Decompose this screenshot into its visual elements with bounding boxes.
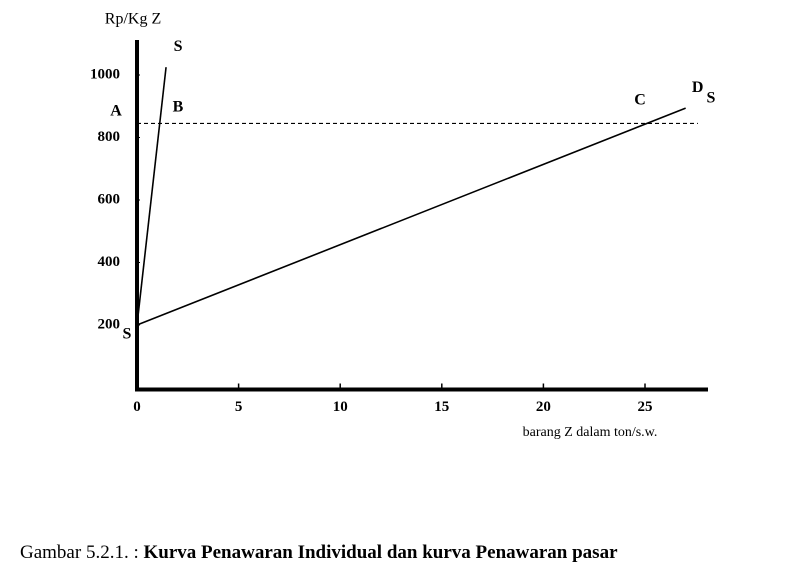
y-axis-title: Rp/Kg Z xyxy=(105,11,161,28)
series-line xyxy=(136,67,167,326)
x-tick-label: 5 xyxy=(235,399,243,415)
x-axis-title: barang Z dalam ton/s.w. xyxy=(523,425,658,440)
x-tick-label: 0 xyxy=(133,399,141,415)
annotation: S xyxy=(707,90,716,107)
x-tick-label: 15 xyxy=(434,399,449,415)
annotation: C xyxy=(634,92,646,109)
y-tick-label: 200 xyxy=(98,316,121,332)
caption: Gambar 5.2.1. : Kurva Penawaran Individu… xyxy=(20,542,618,563)
annotation: A xyxy=(110,103,122,120)
series-label: D xyxy=(692,79,704,96)
caption-prefix: Gambar 5.2.1. : xyxy=(20,542,139,563)
y-tick-label: 1000 xyxy=(90,66,120,82)
series-label: S xyxy=(174,38,183,55)
x-tick-label: 25 xyxy=(638,399,653,415)
y-tick-label: 400 xyxy=(98,254,121,270)
x-tick-label: 10 xyxy=(333,399,348,415)
caption-title: Kurva Penawaran Individual dan kurva Pen… xyxy=(143,542,618,563)
series-line xyxy=(136,107,686,326)
x-tick-label: 20 xyxy=(536,399,551,415)
annotation: B xyxy=(173,99,184,116)
y-tick-label: 800 xyxy=(98,129,121,145)
annotation: S xyxy=(123,326,132,343)
y-tick-label: 600 xyxy=(98,191,121,207)
